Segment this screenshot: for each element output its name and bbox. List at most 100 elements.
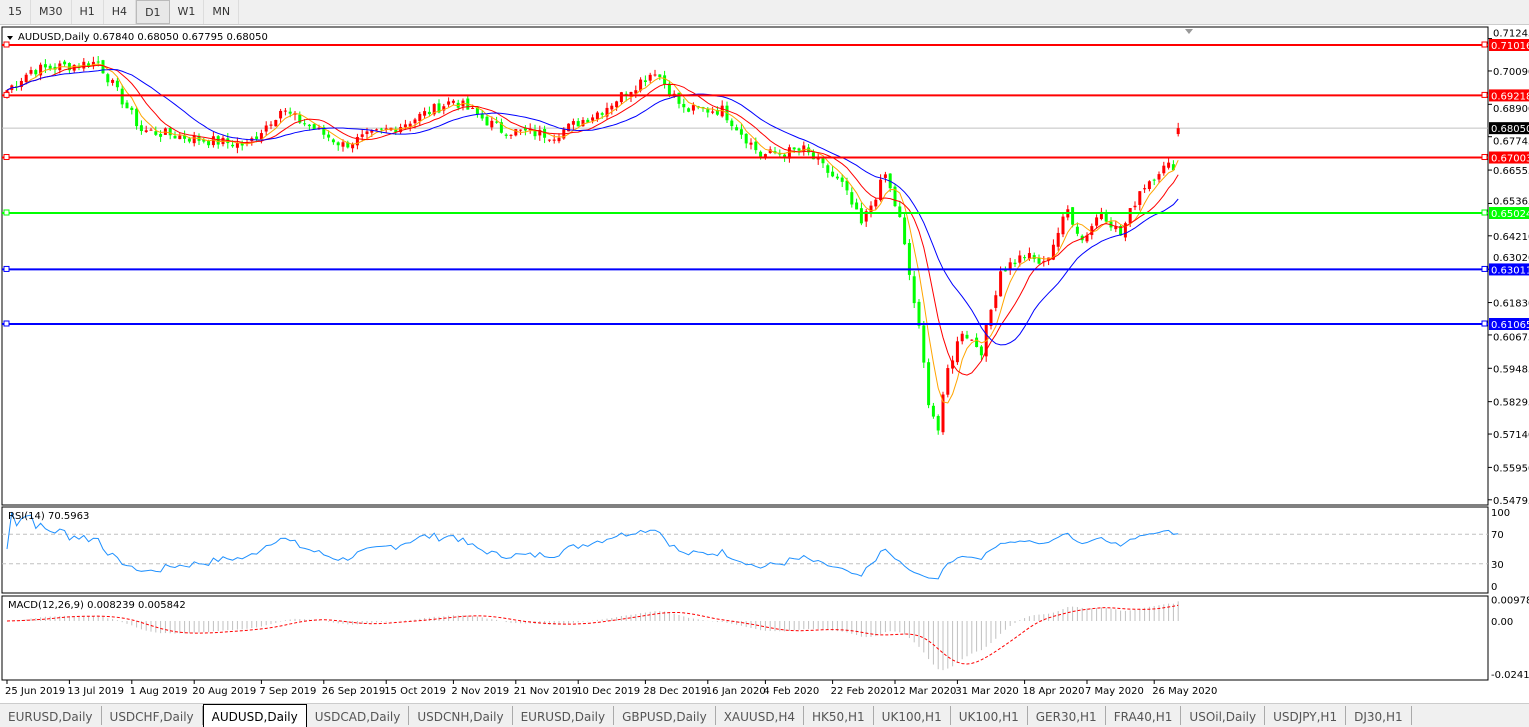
chart-tab[interactable]: DJ30,H1: [1346, 706, 1412, 725]
candle-body: [351, 144, 355, 149]
candle-body: [792, 147, 796, 150]
current-price-label: 0.68050: [1491, 124, 1529, 135]
level-anchor-handle[interactable]: [3, 209, 10, 216]
candle-body: [1162, 165, 1166, 174]
candle-body: [552, 139, 556, 141]
chart-tab[interactable]: EURUSD,Daily: [513, 706, 615, 725]
candle-body: [864, 211, 868, 222]
candle-body: [211, 136, 215, 146]
chart-tab[interactable]: USOil,Daily: [1181, 706, 1266, 725]
candle-body: [754, 141, 758, 151]
candle-body: [677, 92, 681, 104]
candle-body: [269, 124, 273, 126]
candle-body: [346, 142, 350, 148]
level-anchor-handle[interactable]: [3, 41, 10, 48]
candle-body: [451, 100, 455, 103]
x-tick-label: 12 Mar 2020: [893, 686, 956, 697]
timeframe-mn[interactable]: MN: [204, 0, 240, 24]
candle-body: [115, 80, 119, 88]
candle-body: [490, 120, 494, 128]
level-price-badge: [1489, 151, 1529, 164]
chart-tab[interactable]: USDCAD,Daily: [307, 706, 410, 725]
candle-body: [413, 119, 417, 124]
candle-body: [898, 206, 902, 218]
candle-body: [600, 113, 604, 115]
candle-body: [1143, 188, 1147, 190]
candle-body: [855, 202, 859, 210]
candle-body: [67, 63, 71, 71]
level-anchor-handle[interactable]: [3, 265, 10, 272]
candle-body: [437, 103, 441, 113]
candle-body: [960, 333, 964, 342]
chart-tab[interactable]: USDJPY,H1: [1265, 706, 1347, 725]
candle-body: [576, 121, 580, 127]
chart-tab[interactable]: UK100,H1: [951, 706, 1028, 725]
candle-body: [139, 125, 143, 132]
candle-body: [586, 119, 590, 123]
chart-tab[interactable]: UK100,H1: [874, 706, 951, 725]
chart-tab[interactable]: GER30,H1: [1028, 706, 1106, 725]
x-tick-label: 31 Mar 2020: [955, 686, 1018, 697]
timeframe-h4[interactable]: H4: [104, 0, 137, 24]
candle-body: [303, 123, 307, 125]
candle-body: [571, 121, 575, 125]
candle-body: [259, 133, 263, 140]
candle-body: [298, 114, 302, 123]
candle-body: [999, 271, 1003, 297]
macd-panel: [1, 595, 1489, 681]
candle-body: [418, 113, 422, 122]
candle-body: [43, 64, 47, 68]
candle-body: [807, 147, 811, 153]
chart-tab[interactable]: USDCNH,Daily: [409, 706, 513, 725]
x-tick-label: 26 Sep 2019: [322, 686, 385, 697]
y-tick-label: 0.65365: [1493, 196, 1529, 207]
level-price-label: 0.63011: [1491, 265, 1529, 276]
candle-body: [471, 107, 475, 109]
level-price-badge: [1489, 317, 1529, 330]
chart-tab[interactable]: XAUUSD,H4: [716, 706, 805, 725]
candle-body: [509, 134, 513, 136]
candle-body: [207, 140, 211, 146]
candle-body: [82, 61, 86, 69]
chart-tab[interactable]: FRA40,H1: [1106, 706, 1182, 725]
level-anchor-handle[interactable]: [3, 320, 10, 327]
timeframe-w1[interactable]: W1: [170, 0, 205, 24]
rsi-tick-label: 70: [1491, 530, 1504, 541]
chart-header: AUDUSD,Daily 0.67840 0.68050 0.67795 0.6…: [18, 32, 268, 43]
candle-body: [1167, 162, 1171, 168]
candle-body: [1123, 223, 1127, 238]
candle-body: [1157, 174, 1161, 180]
chart-tab[interactable]: EURUSD,Daily: [0, 706, 102, 725]
candle-body: [711, 111, 715, 113]
chart-tab[interactable]: AUDUSD,Daily: [202, 704, 307, 727]
rsi-line: [6, 511, 1179, 580]
timeframe-15[interactable]: 15: [0, 0, 31, 24]
candle-body: [485, 116, 489, 126]
level-anchor-handle[interactable]: [3, 154, 10, 161]
candle-body: [768, 149, 772, 153]
timeframe-h1[interactable]: H1: [72, 0, 104, 24]
x-tick-label: 26 May 2020: [1152, 686, 1217, 697]
candle-body: [903, 217, 907, 245]
candle-body: [327, 134, 331, 138]
candle-body: [1071, 207, 1075, 225]
chart-tab[interactable]: USDCHF,Daily: [102, 706, 203, 725]
level-anchor-handle[interactable]: [3, 91, 10, 98]
candle-body: [1147, 181, 1151, 190]
candle-body: [802, 145, 806, 152]
timeframe-m30[interactable]: M30: [31, 0, 72, 24]
candle-body: [883, 174, 887, 178]
chart-tab[interactable]: HK50,H1: [804, 706, 874, 725]
timeframe-d1[interactable]: D1: [136, 0, 170, 24]
chart-tab[interactable]: GBPUSD,Daily: [614, 706, 716, 725]
candle-body: [1051, 244, 1055, 260]
candle-body: [1176, 128, 1180, 135]
candle-body: [581, 119, 585, 127]
candle-body: [859, 208, 863, 224]
candle-body: [384, 128, 388, 130]
candle-body: [288, 111, 292, 114]
